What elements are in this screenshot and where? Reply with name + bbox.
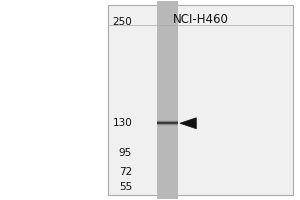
Text: 72: 72	[119, 167, 132, 177]
Text: 95: 95	[119, 148, 132, 158]
FancyBboxPatch shape	[108, 5, 293, 195]
Polygon shape	[180, 118, 196, 129]
Text: 130: 130	[112, 118, 132, 128]
Text: 250: 250	[112, 17, 132, 27]
Text: 55: 55	[119, 182, 132, 192]
Text: NCI-H460: NCI-H460	[173, 13, 229, 26]
Bar	[158, 1, 178, 199]
